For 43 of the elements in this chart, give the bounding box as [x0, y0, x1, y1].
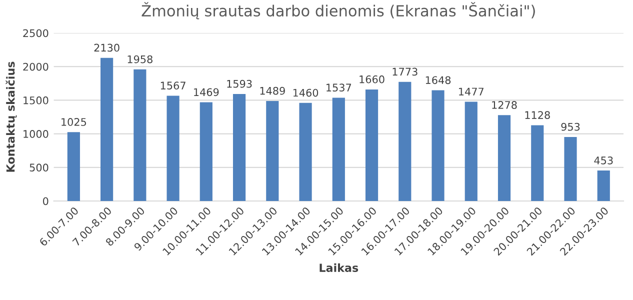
data-label: 1460: [293, 88, 318, 97]
data-label: 1660: [360, 75, 384, 84]
bar: [398, 82, 412, 201]
data-label: 1773: [392, 68, 418, 76]
bar: [266, 100, 279, 201]
data-label: 1489: [260, 86, 285, 95]
chart-title: Žmonių srautas darbo dienomis (Ekranas "Šančiai"): [142, 2, 535, 20]
y-tick-label: 1000: [24, 130, 48, 138]
bar: [200, 102, 212, 201]
bar: [432, 90, 444, 201]
data-label: 1537: [326, 84, 352, 92]
bar: [464, 102, 478, 201]
y-tick-label: 2000: [23, 62, 48, 71]
bar: [498, 115, 511, 201]
data-label: 2130: [94, 44, 120, 52]
bar: [100, 58, 114, 201]
data-label: 1477: [459, 88, 484, 96]
data-label: 1567: [160, 82, 186, 90]
data-label: 1469: [194, 88, 219, 96]
y-tick-label: 2500: [23, 29, 48, 38]
data-label: 1278: [492, 101, 517, 109]
data-label: 1593: [227, 80, 252, 88]
data-label: 1648: [426, 76, 451, 84]
data-label: 453: [594, 156, 613, 164]
data-label: 1958: [128, 55, 152, 64]
bar: [299, 102, 312, 201]
y-tick-label: 1500: [24, 96, 48, 104]
bar: [232, 94, 246, 201]
x-axis-title: Laikas: [320, 263, 358, 272]
bar: [564, 136, 577, 201]
y-tick-label: 500: [30, 164, 48, 172]
data-label: 1128: [525, 111, 550, 120]
bar: [531, 125, 544, 201]
bar: [365, 89, 378, 201]
y-axis-title: Kontaktų skaičius: [6, 62, 17, 172]
bar: [134, 69, 146, 201]
bar: [166, 96, 180, 201]
bar: [597, 170, 610, 201]
data-label: 953: [561, 122, 580, 131]
bar: [332, 98, 345, 201]
data-label: 1025: [62, 118, 86, 126]
bar: [67, 132, 80, 201]
y-tick-label: 0: [43, 197, 48, 206]
